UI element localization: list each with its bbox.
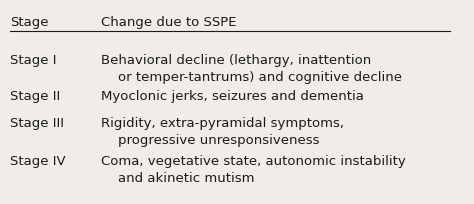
Text: Coma, vegetative state, autonomic instability
    and akinetic mutism: Coma, vegetative state, autonomic instab… [101,154,406,184]
Text: Myoclonic jerks, seizures and dementia: Myoclonic jerks, seizures and dementia [101,90,364,103]
Text: Stage I: Stage I [10,54,57,67]
Text: Stage IV: Stage IV [10,154,66,167]
Text: Behavioral decline (lethargy, inattention
    or temper-tantrums) and cognitive : Behavioral decline (lethargy, inattentio… [101,54,402,84]
Text: Stage: Stage [10,16,49,28]
Text: Stage III: Stage III [10,116,64,129]
Text: Rigidity, extra-pyramidal symptoms,
    progressive unresponsiveness: Rigidity, extra-pyramidal symptoms, prog… [101,116,344,146]
Text: Stage II: Stage II [10,90,61,103]
Text: Change due to SSPE: Change due to SSPE [101,16,237,28]
